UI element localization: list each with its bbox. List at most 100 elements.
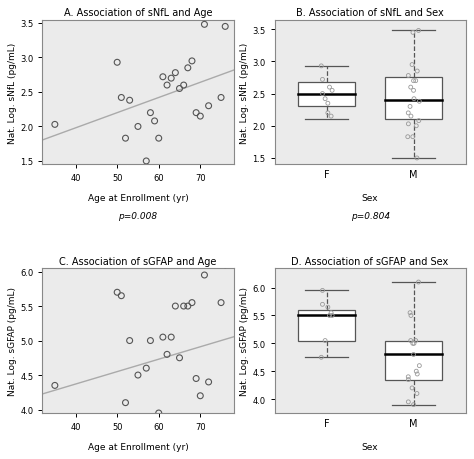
Point <box>319 301 326 308</box>
Point <box>321 96 329 103</box>
Point <box>407 84 415 92</box>
Point <box>415 279 422 286</box>
Point <box>413 390 421 397</box>
Point <box>409 340 417 347</box>
Point <box>319 77 326 84</box>
Point <box>192 375 200 382</box>
Text: Sex: Sex <box>362 194 378 203</box>
Point <box>134 372 142 379</box>
Bar <box>298 310 356 341</box>
Point <box>118 95 125 102</box>
Point <box>326 312 333 319</box>
Point <box>143 158 150 165</box>
Point <box>217 95 225 102</box>
Point <box>410 401 417 409</box>
Point <box>180 82 187 90</box>
Point <box>176 354 183 362</box>
Text: Age at Enrollment (yr): Age at Enrollment (yr) <box>88 194 188 203</box>
Title: C. Association of sGFAP and Age: C. Association of sGFAP and Age <box>59 257 217 266</box>
Point <box>126 337 134 345</box>
Point <box>413 370 421 378</box>
Y-axis label: Nat. Log. sNfL (pg/mL): Nat. Log. sNfL (pg/mL) <box>9 42 18 143</box>
Bar <box>298 83 356 107</box>
Point <box>415 118 423 125</box>
Point <box>412 123 420 130</box>
Y-axis label: Nat. Log. sGFAP (pg/mL): Nat. Log. sGFAP (pg/mL) <box>9 286 18 395</box>
Point <box>122 135 129 143</box>
Bar <box>385 341 442 380</box>
Text: Age at Enrollment (yr): Age at Enrollment (yr) <box>88 442 188 451</box>
Point <box>407 312 415 319</box>
Point <box>172 70 179 77</box>
Text: p=0.804: p=0.804 <box>351 211 390 220</box>
Point <box>413 68 421 76</box>
Point <box>408 384 416 392</box>
Point <box>51 122 59 129</box>
Point <box>113 60 121 67</box>
Point <box>406 309 414 317</box>
Point <box>221 262 229 269</box>
Point <box>180 303 187 310</box>
Point <box>413 155 421 162</box>
Point <box>167 334 175 341</box>
Text: p=0.008: p=0.008 <box>118 211 157 220</box>
Point <box>324 101 332 108</box>
Bar <box>385 78 442 120</box>
Point <box>404 110 412 118</box>
Text: Sex: Sex <box>362 442 378 451</box>
Point <box>197 113 204 121</box>
Point <box>410 78 417 85</box>
Point <box>409 30 417 37</box>
Point <box>146 110 154 117</box>
Point <box>326 84 333 92</box>
Title: A. Association of sNfL and Age: A. Association of sNfL and Age <box>64 8 212 18</box>
Point <box>416 98 423 106</box>
Point <box>155 409 163 417</box>
Point <box>328 88 336 95</box>
Point <box>126 97 134 105</box>
Point <box>404 73 412 80</box>
Point <box>184 303 191 310</box>
Point <box>404 373 412 381</box>
Point <box>172 303 179 310</box>
Point <box>328 113 335 121</box>
Point <box>113 289 121 297</box>
Point <box>405 376 412 383</box>
Point <box>328 312 336 319</box>
Point <box>415 28 422 35</box>
Point <box>319 287 326 294</box>
Point <box>410 96 418 103</box>
Point <box>410 340 418 347</box>
Point <box>404 398 412 406</box>
Point <box>321 337 329 345</box>
Point <box>184 65 191 73</box>
Point <box>406 104 414 111</box>
Point <box>328 309 335 317</box>
Point <box>221 24 229 31</box>
Point <box>155 135 163 143</box>
Point <box>405 121 412 128</box>
Point <box>205 103 212 110</box>
Point <box>324 110 332 118</box>
Point <box>319 91 326 98</box>
Point <box>163 351 171 358</box>
Point <box>416 362 423 369</box>
Point <box>134 123 142 131</box>
Point <box>159 74 167 81</box>
Point <box>176 86 183 93</box>
Point <box>217 299 225 307</box>
Point <box>163 82 171 90</box>
Point <box>122 399 129 407</box>
Y-axis label: Nat. Log. sGFAP (pg/mL): Nat. Log. sGFAP (pg/mL) <box>240 286 249 395</box>
Point <box>197 392 204 400</box>
Point <box>188 299 196 307</box>
Point <box>146 337 154 345</box>
Point <box>51 382 59 389</box>
Point <box>159 334 167 341</box>
Point <box>408 62 416 69</box>
Point <box>318 63 325 70</box>
Point <box>407 113 415 121</box>
Point <box>205 379 212 386</box>
Point <box>412 368 420 375</box>
Point <box>412 78 419 85</box>
